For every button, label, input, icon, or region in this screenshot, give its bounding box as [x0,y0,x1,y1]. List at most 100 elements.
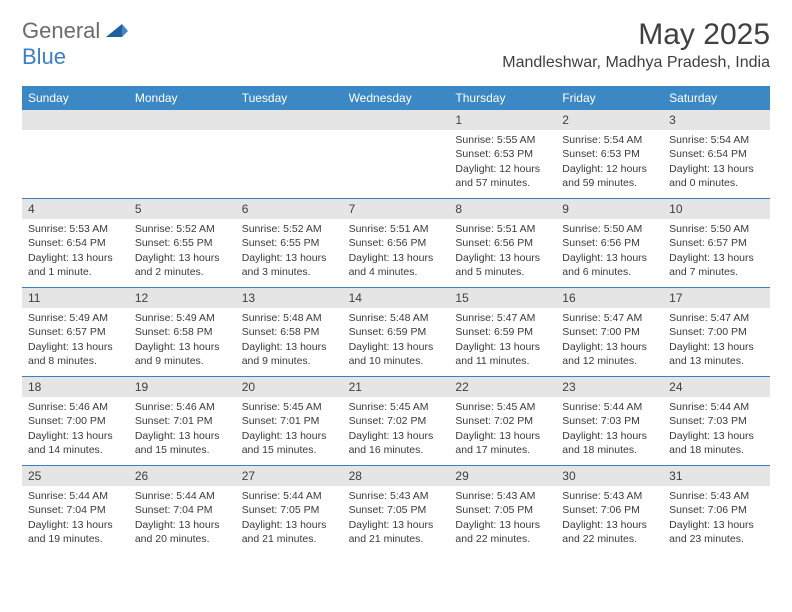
day-number: 2 [556,110,663,130]
day-body: Sunrise: 5:45 AMSunset: 7:02 PMDaylight:… [343,397,450,461]
logo: General [22,18,130,44]
day-body: Sunrise: 5:51 AMSunset: 6:56 PMDaylight:… [343,219,450,283]
sunrise-text: Sunrise: 5:43 AM [349,489,444,503]
day-cell: 27Sunrise: 5:44 AMSunset: 7:05 PMDayligh… [236,466,343,554]
day-cell: 20Sunrise: 5:45 AMSunset: 7:01 PMDayligh… [236,377,343,465]
daylight-text: Daylight: 13 hours and 10 minutes. [349,340,444,368]
daylight-text: Daylight: 13 hours and 15 minutes. [242,429,337,457]
day-cell: 4Sunrise: 5:53 AMSunset: 6:54 PMDaylight… [22,199,129,287]
logo-text-general: General [22,18,100,44]
daylight-text: Daylight: 13 hours and 0 minutes. [669,162,764,190]
daylight-text: Daylight: 13 hours and 22 minutes. [562,518,657,546]
sunrise-text: Sunrise: 5:53 AM [28,222,123,236]
day-number: 22 [449,377,556,397]
sunrise-text: Sunrise: 5:52 AM [242,222,337,236]
day-body: Sunrise: 5:45 AMSunset: 7:02 PMDaylight:… [449,397,556,461]
sunset-text: Sunset: 7:00 PM [669,325,764,339]
sunrise-text: Sunrise: 5:47 AM [669,311,764,325]
day-number: 12 [129,288,236,308]
day-cell: 26Sunrise: 5:44 AMSunset: 7:04 PMDayligh… [129,466,236,554]
sunrise-text: Sunrise: 5:44 AM [135,489,230,503]
day-number: 13 [236,288,343,308]
sunrise-text: Sunrise: 5:44 AM [242,489,337,503]
day-number: 16 [556,288,663,308]
sunrise-text: Sunrise: 5:45 AM [455,400,550,414]
month-title: May 2025 [502,18,770,52]
daylight-text: Daylight: 13 hours and 20 minutes. [135,518,230,546]
day-header-sun: Sunday [22,86,129,110]
sunrise-text: Sunrise: 5:49 AM [28,311,123,325]
day-number [129,110,236,130]
sunset-text: Sunset: 7:00 PM [28,414,123,428]
day-body: Sunrise: 5:52 AMSunset: 6:55 PMDaylight:… [129,219,236,283]
day-body [343,130,450,137]
sunset-text: Sunset: 6:54 PM [669,147,764,161]
sunset-text: Sunset: 7:01 PM [135,414,230,428]
sunrise-text: Sunrise: 5:44 AM [562,400,657,414]
day-number: 20 [236,377,343,397]
sunset-text: Sunset: 6:56 PM [455,236,550,250]
day-header-wed: Wednesday [343,86,450,110]
day-header-fri: Friday [556,86,663,110]
sunrise-text: Sunrise: 5:50 AM [562,222,657,236]
day-cell: 16Sunrise: 5:47 AMSunset: 7:00 PMDayligh… [556,288,663,376]
sunrise-text: Sunrise: 5:44 AM [28,489,123,503]
day-body: Sunrise: 5:54 AMSunset: 6:53 PMDaylight:… [556,130,663,194]
day-body: Sunrise: 5:53 AMSunset: 6:54 PMDaylight:… [22,219,129,283]
sunset-text: Sunset: 6:53 PM [455,147,550,161]
day-cell: 23 Sunrise: 5:44 AMSunset: 7:03 PMDayligh… [556,377,663,465]
day-number: 23 [556,377,663,397]
sunrise-text: Sunrise: 5:48 AM [349,311,444,325]
day-cell [22,110,129,198]
daylight-text: Daylight: 13 hours and 18 minutes. [562,429,657,457]
sunrise-text: Sunrise: 5:49 AM [135,311,230,325]
day-number: 27 [236,466,343,486]
day-body: Sunrise: 5:45 AMSunset: 7:01 PMDaylight:… [236,397,343,461]
day-number: 4 [22,199,129,219]
daylight-text: Daylight: 13 hours and 3 minutes. [242,251,337,279]
day-cell: 17Sunrise: 5:47 AMSunset: 7:00 PMDayligh… [663,288,770,376]
day-cell: 6Sunrise: 5:52 AMSunset: 6:55 PMDaylight… [236,199,343,287]
daylight-text: Daylight: 13 hours and 9 minutes. [135,340,230,368]
sunset-text: Sunset: 7:05 PM [242,503,337,517]
day-number: 29 [449,466,556,486]
day-cell: 10Sunrise: 5:50 AMSunset: 6:57 PMDayligh… [663,199,770,287]
sunset-text: Sunset: 6:58 PM [242,325,337,339]
daylight-text: Daylight: 13 hours and 21 minutes. [349,518,444,546]
day-number: 15 [449,288,556,308]
sunrise-text: Sunrise: 5:43 AM [562,489,657,503]
sunset-text: Sunset: 6:59 PM [349,325,444,339]
sunset-text: Sunset: 6:59 PM [455,325,550,339]
day-number: 24 [663,377,770,397]
day-cell: 24Sunrise: 5:44 AMSunset: 7:03 PMDayligh… [663,377,770,465]
day-body: Sunrise: 5:43 AMSunset: 7:06 PMDaylight:… [663,486,770,550]
sunset-text: Sunset: 6:56 PM [349,236,444,250]
day-cell: 19Sunrise: 5:46 AMSunset: 7:01 PMDayligh… [129,377,236,465]
sunrise-text: Sunrise: 5:52 AM [135,222,230,236]
week-row: 1Sunrise: 5:55 AMSunset: 6:53 PMDaylight… [22,110,770,198]
day-body [129,130,236,137]
day-header-thu: Thursday [449,86,556,110]
day-number: 3 [663,110,770,130]
sunset-text: Sunset: 6:53 PM [562,147,657,161]
sunrise-text: Sunrise: 5:48 AM [242,311,337,325]
sunset-text: Sunset: 7:01 PM [242,414,337,428]
day-number: 1 [449,110,556,130]
sunrise-text: Sunrise: 5:54 AM [669,133,764,147]
day-cell: 11Sunrise: 5:49 AMSunset: 6:57 PMDayligh… [22,288,129,376]
day-header-mon: Monday [129,86,236,110]
day-body: Sunrise: 5:46 AMSunset: 7:01 PMDaylight:… [129,397,236,461]
day-cell [129,110,236,198]
sunset-text: Sunset: 7:00 PM [562,325,657,339]
sunrise-text: Sunrise: 5:51 AM [349,222,444,236]
day-number [236,110,343,130]
daylight-text: Daylight: 13 hours and 7 minutes. [669,251,764,279]
day-cell: 31Sunrise: 5:43 AMSunset: 7:06 PMDayligh… [663,466,770,554]
sunrise-text: Sunrise: 5:50 AM [669,222,764,236]
sunset-text: Sunset: 7:03 PM [562,414,657,428]
sunrise-text: Sunrise: 5:46 AM [135,400,230,414]
day-body: Sunrise: 5:51 AMSunset: 6:56 PMDaylight:… [449,219,556,283]
day-body: Sunrise: 5:54 AMSunset: 6:54 PMDaylight:… [663,130,770,194]
week-row: 4Sunrise: 5:53 AMSunset: 6:54 PMDaylight… [22,198,770,287]
day-number: 31 [663,466,770,486]
